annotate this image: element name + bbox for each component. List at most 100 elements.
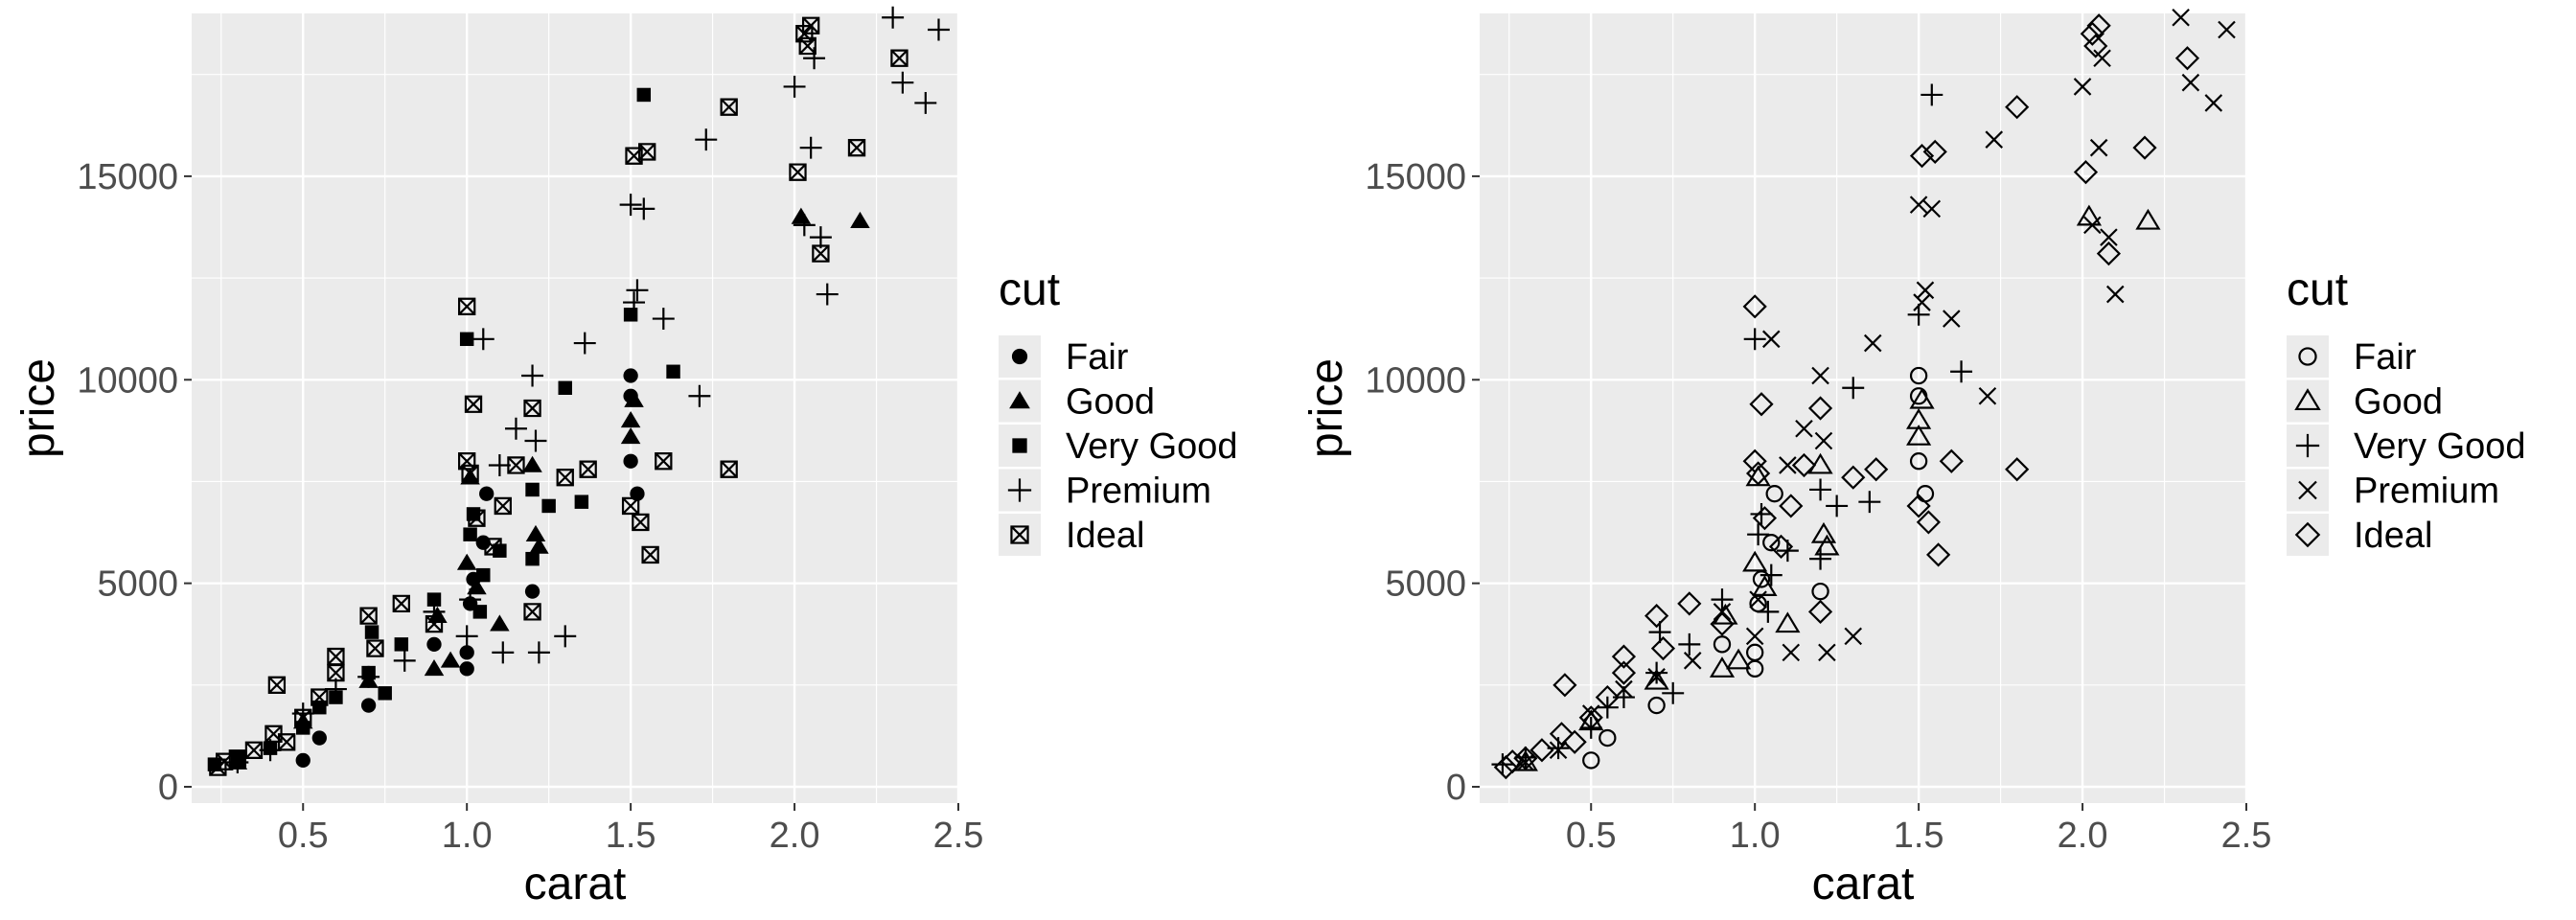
data-point [1765,485,1783,503]
data-point [799,136,822,159]
data-point [2135,208,2161,230]
data-point [524,584,540,599]
data-point [463,527,477,541]
legend-title: cut [2287,264,2348,315]
data-point [1581,704,1600,723]
data-point [1907,303,1930,326]
data-point [459,645,474,660]
data-point [1922,139,1947,165]
data-point [1814,534,1840,556]
data-point [464,395,483,413]
data-point [472,328,494,351]
data-point [1761,330,1781,349]
data-point [1683,652,1702,670]
data-point [393,649,416,672]
data-point [461,464,479,483]
data-point [1985,130,2004,149]
x-tick-label: 2.0 [2058,816,2108,856]
x-axis-title: carat [524,859,627,909]
data-point [1752,506,1778,531]
legend-label: Premium [2354,472,2499,512]
data-point [1926,542,1951,567]
data-point [2073,160,2099,185]
y-tick-label: 0 [158,768,178,808]
data-point [1648,621,1671,644]
data-point [2204,94,2223,112]
data-point [1742,448,1767,473]
scatter-plot-right: 0.5 1.0 1.5 2.0 2.5 0 5000 10000 15000 carat price… [1301,8,2526,909]
data-point [1795,419,1813,438]
data-point [626,279,649,302]
data-point [1779,494,1804,518]
data-point [1807,396,1833,421]
data-point [1582,751,1600,770]
data-point [1814,431,1833,450]
data-point [882,6,905,29]
data-point [1858,491,1881,514]
data-point [244,741,264,759]
data-point [1775,611,1801,633]
data-point [456,553,477,570]
data-point [494,496,512,516]
legend-label: Fair [2354,337,2417,378]
data-point [1909,196,1928,214]
data-point [488,453,511,476]
data-point [259,739,282,762]
legend-symbol [1012,438,1027,453]
data-point [467,578,487,595]
x-tick-label: 2.5 [2221,816,2272,856]
data-point [357,665,380,688]
data-point [1909,366,1928,385]
data-point [1920,83,1944,106]
legend-label: Premium [1066,472,1211,512]
data-point [359,607,378,625]
x-tick-label: 0.5 [1566,816,1617,856]
data-point [425,614,444,633]
legend-symbol [2298,480,2317,500]
data-point [2218,20,2236,39]
data-point [1760,564,1782,586]
data-point [394,637,409,652]
data-point [1611,644,1637,669]
data-point [579,460,597,478]
data-point [2105,285,2125,304]
legend-symbol [2298,347,2317,366]
data-point [1677,591,1702,616]
legend-label: Good [2354,382,2443,423]
data-point [440,651,461,668]
data-point [1742,550,1768,572]
scatter-plot-left: 0.5 1.0 1.5 2.0 2.5 0 5000 10000 15000 carat price… [13,6,1238,909]
data-point [522,455,542,472]
data-point [620,426,641,445]
data-point [1549,741,1568,760]
data-point [1611,660,1637,685]
data-point [1647,668,1666,686]
data-point [523,603,541,621]
data-point [791,207,812,224]
data-point [1650,635,1676,661]
data-point [360,698,377,713]
data-point [527,641,550,664]
plot-panel [1480,13,2246,803]
data-point [294,708,312,726]
data-point [1578,705,1603,730]
data-point [720,460,738,478]
data-point [1841,465,1866,490]
data-point [1644,604,1669,629]
legend-key [2287,335,2329,378]
data-point [1916,510,1941,535]
data-point [1826,494,1849,518]
data-point [310,688,329,706]
data-point [1863,334,1882,353]
data-point [928,18,950,41]
data-point [1549,722,1575,747]
data-point [1516,753,1535,771]
data-point [632,197,656,220]
y-tick-label: 5000 [97,564,178,605]
data-point [1647,696,1666,715]
data-point [2174,46,2200,71]
data-point [1909,144,1935,169]
legend-label: Very Good [2354,426,2526,467]
data-point [1842,377,1865,400]
data-point [2086,13,2111,38]
